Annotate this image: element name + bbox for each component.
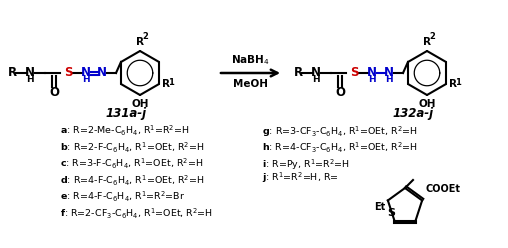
Text: R: R — [136, 37, 144, 47]
Text: COOEt: COOEt — [425, 185, 460, 194]
Text: $\bf{a}$: R=2-Me-C$_6$H$_4$, R$^1$=R$^2$=H: $\bf{a}$: R=2-Me-C$_6$H$_4$, R$^1$=R$^2$… — [60, 124, 189, 138]
Text: H: H — [82, 75, 90, 85]
Text: N: N — [311, 65, 321, 79]
Text: 131a-j: 131a-j — [106, 107, 147, 120]
Text: Et: Et — [373, 202, 385, 213]
Text: R: R — [294, 66, 303, 80]
Text: OH: OH — [131, 99, 149, 109]
Text: 132a-j: 132a-j — [393, 107, 433, 120]
Text: O: O — [49, 86, 59, 98]
Text: R: R — [449, 79, 457, 89]
Text: $\bf{j}$: R$^1$=R$^2$=H, R=: $\bf{j}$: R$^1$=R$^2$=H, R= — [262, 171, 339, 185]
Text: R: R — [423, 37, 431, 47]
Text: 2: 2 — [429, 32, 435, 41]
Text: H: H — [26, 75, 34, 85]
Text: 1: 1 — [168, 78, 174, 87]
Text: $\bf{e}$: R=4-F-C$_6$H$_4$, R$^1$=R$^2$=Br: $\bf{e}$: R=4-F-C$_6$H$_4$, R$^1$=R$^2$=… — [60, 190, 185, 204]
Text: R: R — [8, 66, 17, 80]
Text: $\bf{b}$: R=2-F-C$_6$H$_4$, R$^1$=OEt, R$^2$=H: $\bf{b}$: R=2-F-C$_6$H$_4$, R$^1$=OEt, R… — [60, 141, 205, 155]
Text: S: S — [350, 66, 358, 80]
Text: $\bf{d}$: R=4-F-C$_6$H$_4$, R$^1$=OEt, R$^2$=H: $\bf{d}$: R=4-F-C$_6$H$_4$, R$^1$=OEt, R… — [60, 174, 205, 187]
Text: S: S — [387, 209, 395, 218]
Text: $\bf{h}$: R=4-CF$_3$-C$_6$H$_4$, R$^1$=OEt, R$^2$=H: $\bf{h}$: R=4-CF$_3$-C$_6$H$_4$, R$^1$=O… — [262, 141, 418, 155]
Text: N: N — [25, 65, 35, 79]
Text: NaBH$_4$: NaBH$_4$ — [231, 53, 270, 67]
Text: 1: 1 — [455, 78, 461, 87]
Text: N: N — [384, 65, 394, 79]
Text: 2: 2 — [142, 32, 148, 41]
Text: H: H — [312, 75, 320, 85]
Text: N: N — [81, 65, 91, 79]
Text: MeOH: MeOH — [233, 79, 268, 89]
Text: $\bf{i}$: R=Py, R$^1$=R$^2$=H: $\bf{i}$: R=Py, R$^1$=R$^2$=H — [262, 157, 350, 172]
Text: N: N — [97, 66, 107, 80]
Text: O: O — [335, 86, 345, 98]
Text: $\bf{f}$: R=2-CF$_3$-C$_6$H$_4$, R$^1$=OEt, R$^2$=H: $\bf{f}$: R=2-CF$_3$-C$_6$H$_4$, R$^1$=O… — [60, 207, 213, 221]
Text: N: N — [367, 65, 377, 79]
Text: $\bf{g}$: R=3-CF$_3$-C$_6$H$_4$, R$^1$=OEt, R$^2$=H: $\bf{g}$: R=3-CF$_3$-C$_6$H$_4$, R$^1$=O… — [262, 124, 418, 139]
Text: H: H — [385, 75, 393, 85]
Text: S: S — [64, 66, 72, 80]
Text: R: R — [162, 79, 170, 89]
Text: $\bf{c}$: R=3-F-C$_6$H$_4$, R$^1$=OEt, R$^2$=H: $\bf{c}$: R=3-F-C$_6$H$_4$, R$^1$=OEt, R… — [60, 157, 203, 171]
Text: OH: OH — [418, 99, 436, 109]
Text: H: H — [368, 75, 376, 85]
